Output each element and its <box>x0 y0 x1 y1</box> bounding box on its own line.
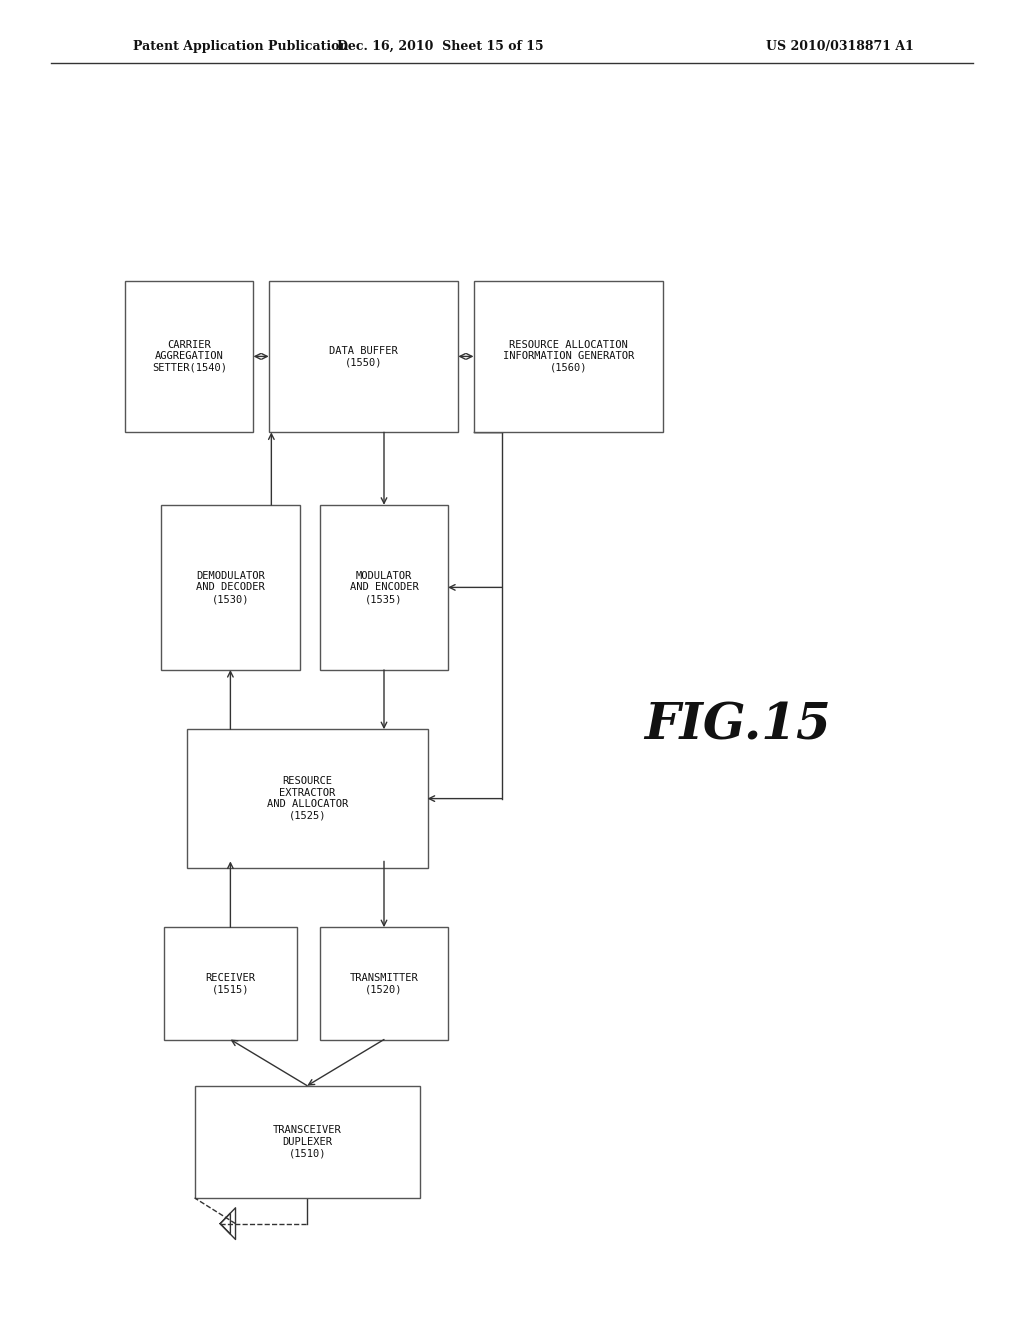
Text: TRANSCEIVER
DUPLEXER
(1510): TRANSCEIVER DUPLEXER (1510) <box>272 1125 342 1159</box>
FancyBboxPatch shape <box>195 1085 420 1199</box>
Text: DATA BUFFER
(1550): DATA BUFFER (1550) <box>329 346 398 367</box>
FancyBboxPatch shape <box>319 504 449 671</box>
Text: RESOURCE
EXTRACTOR
AND ALLOCATOR
(1525): RESOURCE EXTRACTOR AND ALLOCATOR (1525) <box>266 776 348 821</box>
FancyBboxPatch shape <box>473 281 664 433</box>
FancyBboxPatch shape <box>319 927 449 1040</box>
FancyBboxPatch shape <box>164 927 297 1040</box>
FancyBboxPatch shape <box>125 281 254 433</box>
FancyBboxPatch shape <box>268 281 458 433</box>
Text: Dec. 16, 2010  Sheet 15 of 15: Dec. 16, 2010 Sheet 15 of 15 <box>337 40 544 53</box>
FancyBboxPatch shape <box>162 504 299 671</box>
Text: DEMODULATOR
AND DECODER
(1530): DEMODULATOR AND DECODER (1530) <box>196 570 265 605</box>
Text: RECEIVER
(1515): RECEIVER (1515) <box>206 973 255 994</box>
Text: FIG.15: FIG.15 <box>644 701 830 751</box>
Text: MODULATOR
AND ENCODER
(1535): MODULATOR AND ENCODER (1535) <box>349 570 419 605</box>
Text: RESOURCE ALLOCATION
INFORMATION GENERATOR
(1560): RESOURCE ALLOCATION INFORMATION GENERATO… <box>503 339 634 374</box>
Text: US 2010/0318871 A1: US 2010/0318871 A1 <box>766 40 913 53</box>
Text: Patent Application Publication: Patent Application Publication <box>133 40 348 53</box>
FancyBboxPatch shape <box>186 729 428 869</box>
Text: TRANSMITTER
(1520): TRANSMITTER (1520) <box>349 973 419 994</box>
Text: CARRIER
AGGREGATION
SETTER(1540): CARRIER AGGREGATION SETTER(1540) <box>152 339 227 374</box>
